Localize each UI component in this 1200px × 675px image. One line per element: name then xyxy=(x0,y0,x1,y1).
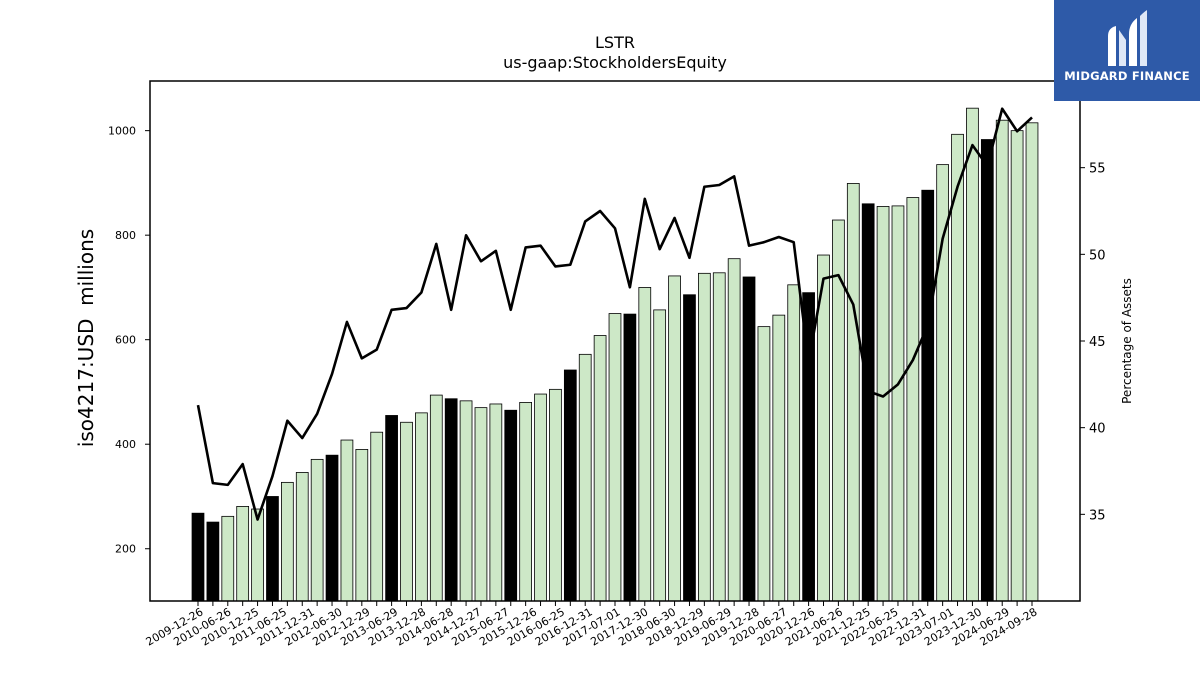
bar-quarterly xyxy=(459,400,473,602)
bar-series xyxy=(191,107,1039,602)
bar-annual xyxy=(921,189,935,602)
bar-quarterly xyxy=(995,119,1009,602)
x-axis: 2009-12-262010-06-262010-12-252011-06-25… xyxy=(144,601,1040,649)
left-y-tick-label: 600 xyxy=(115,334,136,347)
bar-quarterly xyxy=(638,287,652,602)
bar-quarterly xyxy=(966,107,979,602)
bar-quarterly xyxy=(489,403,503,602)
bar-quarterly xyxy=(280,481,294,602)
left-y-axis: 200 400 600 800 1000 xyxy=(108,125,150,556)
brand-logo: MIDGARD FINANCE xyxy=(1054,0,1200,101)
left-y-tick-label: 400 xyxy=(115,438,136,451)
bar-annual xyxy=(325,454,339,602)
bar-quarterly xyxy=(727,258,741,602)
brand-name: MIDGARD FINANCE xyxy=(1064,69,1190,83)
bar-quarterly xyxy=(653,309,667,602)
bar-annual xyxy=(563,369,577,602)
right-y-tick-label: 55 xyxy=(1089,162,1106,177)
bar-quarterly xyxy=(474,407,488,602)
bar-quarterly xyxy=(355,449,369,602)
bar-quarterly xyxy=(846,183,860,602)
bar-quarterly xyxy=(310,458,324,602)
bar-quarterly xyxy=(578,353,592,602)
bar-quarterly xyxy=(221,515,235,602)
bar-quarterly xyxy=(891,205,905,602)
right-y-tick-label: 40 xyxy=(1089,422,1106,437)
bar-quarterly xyxy=(519,402,533,602)
bar-annual xyxy=(742,276,756,602)
midgard-logo-icon xyxy=(1108,10,1147,66)
bar-quarterly xyxy=(1025,122,1039,602)
bar-annual xyxy=(683,294,696,602)
left-y-tick-label: 200 xyxy=(115,543,136,556)
bar-quarterly xyxy=(876,206,890,602)
left-y-tick-label: 1000 xyxy=(108,125,136,138)
left-axis-label: iso4217:USD millions xyxy=(74,229,98,447)
bar-annual xyxy=(266,496,279,602)
right-y-tick-label: 50 xyxy=(1089,248,1106,263)
left-y-tick-label: 800 xyxy=(115,229,136,242)
bar-quarterly xyxy=(251,508,264,602)
bar-quarterly xyxy=(415,412,428,602)
right-y-tick-label: 45 xyxy=(1089,335,1106,350)
bar-annual xyxy=(385,415,398,602)
bar-quarterly xyxy=(608,313,622,602)
bar-quarterly xyxy=(757,326,771,602)
bar-quarterly xyxy=(936,164,950,602)
bar-annual xyxy=(504,409,518,602)
bar-quarterly xyxy=(370,431,384,602)
bar-annual xyxy=(861,203,875,602)
bar-quarterly xyxy=(698,272,711,602)
bar-quarterly xyxy=(593,335,607,602)
bar-quarterly xyxy=(772,314,786,602)
bar-annual xyxy=(444,398,458,602)
bar-quarterly xyxy=(906,197,920,602)
chart-title: LSTR xyxy=(595,33,635,52)
bar-annual xyxy=(623,313,637,602)
right-axis-label: Percentage of Assets xyxy=(1120,278,1134,404)
right-y-axis: 35 40 45 50 55 xyxy=(1080,162,1106,523)
bar-quarterly xyxy=(712,272,726,602)
bar-quarterly xyxy=(236,506,250,602)
bar-quarterly xyxy=(668,275,681,602)
percentage-of-assets-line xyxy=(196,107,1033,521)
bar-quarterly xyxy=(295,472,309,602)
bar-quarterly xyxy=(787,284,801,602)
bar-annual xyxy=(191,512,205,602)
bar-quarterly xyxy=(429,394,443,602)
bar-quarterly xyxy=(1010,130,1024,602)
bar-annual xyxy=(206,521,220,602)
chart-subtitle: us-gaap:StockholdersEquity xyxy=(503,53,727,72)
bar-quarterly xyxy=(340,439,354,602)
bar-annual xyxy=(980,139,994,602)
bar-quarterly xyxy=(400,421,413,602)
bar-quarterly xyxy=(549,388,562,602)
right-y-tick-label: 35 xyxy=(1089,508,1106,523)
bar-quarterly xyxy=(534,393,547,602)
